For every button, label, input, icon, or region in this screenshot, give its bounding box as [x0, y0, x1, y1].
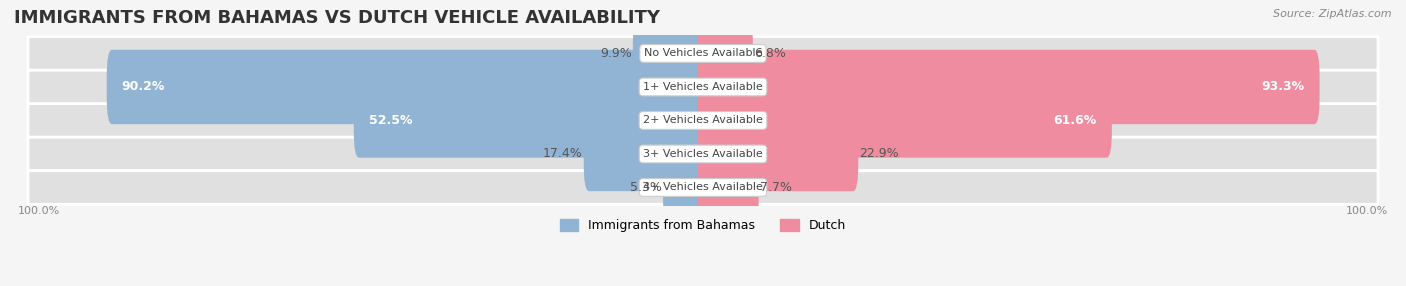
Text: 3+ Vehicles Available: 3+ Vehicles Available: [643, 149, 763, 159]
Text: 5.3%: 5.3%: [630, 181, 662, 194]
Text: 61.6%: 61.6%: [1053, 114, 1097, 127]
Text: 2+ Vehicles Available: 2+ Vehicles Available: [643, 116, 763, 126]
FancyBboxPatch shape: [354, 83, 709, 158]
Text: IMMIGRANTS FROM BAHAMAS VS DUTCH VEHICLE AVAILABILITY: IMMIGRANTS FROM BAHAMAS VS DUTCH VEHICLE…: [14, 9, 659, 27]
FancyBboxPatch shape: [697, 83, 1112, 158]
Text: 100.0%: 100.0%: [18, 206, 60, 216]
FancyBboxPatch shape: [697, 16, 752, 91]
FancyBboxPatch shape: [583, 117, 709, 191]
Text: 1+ Vehicles Available: 1+ Vehicles Available: [643, 82, 763, 92]
FancyBboxPatch shape: [697, 50, 1320, 124]
FancyBboxPatch shape: [28, 104, 1378, 137]
Text: 22.9%: 22.9%: [859, 148, 900, 160]
Text: 6.8%: 6.8%: [754, 47, 786, 60]
Text: No Vehicles Available: No Vehicles Available: [644, 48, 762, 58]
Legend: Immigrants from Bahamas, Dutch: Immigrants from Bahamas, Dutch: [554, 214, 852, 237]
FancyBboxPatch shape: [697, 150, 759, 225]
Text: 7.7%: 7.7%: [761, 181, 792, 194]
FancyBboxPatch shape: [28, 137, 1378, 171]
FancyBboxPatch shape: [664, 150, 709, 225]
FancyBboxPatch shape: [633, 16, 709, 91]
Text: 17.4%: 17.4%: [543, 148, 582, 160]
FancyBboxPatch shape: [28, 37, 1378, 70]
FancyBboxPatch shape: [107, 50, 709, 124]
Text: 4+ Vehicles Available: 4+ Vehicles Available: [643, 182, 763, 192]
FancyBboxPatch shape: [697, 117, 858, 191]
Text: 93.3%: 93.3%: [1261, 80, 1305, 94]
FancyBboxPatch shape: [28, 171, 1378, 204]
Text: 52.5%: 52.5%: [368, 114, 412, 127]
FancyBboxPatch shape: [28, 70, 1378, 104]
Text: 9.9%: 9.9%: [600, 47, 631, 60]
Text: 90.2%: 90.2%: [122, 80, 165, 94]
Text: Source: ZipAtlas.com: Source: ZipAtlas.com: [1274, 9, 1392, 19]
Text: 100.0%: 100.0%: [1346, 206, 1388, 216]
